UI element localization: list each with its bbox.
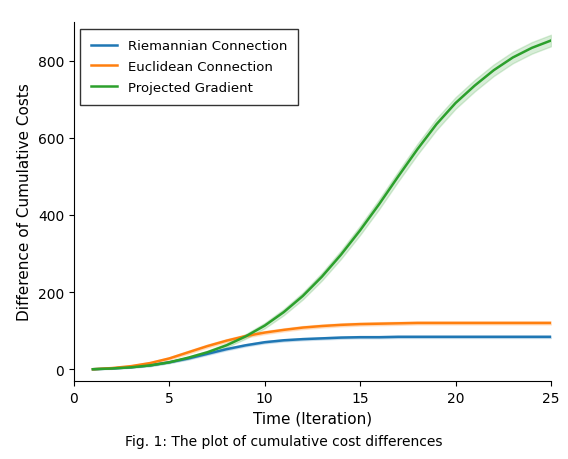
Euclidean Connection [548, 320, 554, 326]
Legend: Riemannian Connection, Euclidean Connection, Projected Gradient: Riemannian Connection, Euclidean Connect… [81, 29, 298, 105]
Euclidean Connection [433, 320, 440, 326]
Projected Gradient [299, 293, 306, 299]
Riemannian Connection [471, 334, 478, 340]
Riemannian Connection [509, 334, 516, 340]
Euclidean Connection [337, 322, 344, 328]
Projected Gradient [452, 101, 459, 106]
Riemannian Connection [128, 365, 135, 370]
Euclidean Connection [452, 320, 459, 326]
Euclidean Connection [299, 325, 306, 330]
Euclidean Connection [395, 321, 402, 326]
Euclidean Connection [90, 367, 97, 372]
Euclidean Connection [357, 322, 364, 327]
Line: Projected Gradient: Projected Gradient [93, 41, 551, 369]
Line: Riemannian Connection: Riemannian Connection [93, 337, 551, 369]
Y-axis label: Difference of Cumulative Costs: Difference of Cumulative Costs [17, 83, 32, 321]
Euclidean Connection [242, 334, 249, 339]
Projected Gradient [90, 367, 97, 372]
Euclidean Connection [185, 350, 192, 355]
Projected Gradient [166, 360, 173, 365]
Projected Gradient [433, 122, 440, 128]
Riemannian Connection [452, 334, 459, 340]
Riemannian Connection [414, 334, 421, 340]
Riemannian Connection [528, 334, 535, 340]
Riemannian Connection [337, 335, 344, 341]
Line: Euclidean Connection: Euclidean Connection [93, 323, 551, 369]
Projected Gradient [204, 350, 211, 355]
Euclidean Connection [108, 365, 115, 371]
Projected Gradient [319, 274, 325, 280]
Projected Gradient [548, 39, 554, 44]
Riemannian Connection [319, 336, 325, 341]
Euclidean Connection [376, 321, 383, 327]
Euclidean Connection [261, 330, 268, 336]
Projected Gradient [471, 84, 478, 89]
Riemannian Connection [548, 334, 554, 340]
Euclidean Connection [147, 360, 153, 366]
Text: Fig. 1: The plot of cumulative cost differences: Fig. 1: The plot of cumulative cost diff… [126, 434, 442, 448]
Euclidean Connection [204, 344, 211, 349]
Riemannian Connection [204, 351, 211, 357]
Riemannian Connection [185, 356, 192, 361]
Euclidean Connection [166, 356, 173, 361]
Euclidean Connection [319, 324, 325, 329]
Euclidean Connection [281, 327, 287, 333]
Projected Gradient [223, 343, 230, 348]
Projected Gradient [128, 365, 135, 370]
Euclidean Connection [414, 320, 421, 326]
Projected Gradient [281, 310, 287, 315]
Riemannian Connection [242, 343, 249, 348]
Riemannian Connection [433, 334, 440, 340]
Riemannian Connection [299, 336, 306, 342]
Riemannian Connection [147, 363, 153, 368]
Riemannian Connection [261, 340, 268, 345]
Euclidean Connection [509, 320, 516, 326]
Projected Gradient [490, 68, 497, 74]
Euclidean Connection [471, 320, 478, 326]
X-axis label: Time (Iteration): Time (Iteration) [253, 410, 372, 425]
Projected Gradient [147, 363, 153, 368]
Riemannian Connection [166, 360, 173, 365]
Riemannian Connection [376, 335, 383, 340]
Riemannian Connection [281, 338, 287, 343]
Projected Gradient [509, 56, 516, 61]
Euclidean Connection [128, 364, 135, 369]
Euclidean Connection [528, 320, 535, 326]
Riemannian Connection [357, 335, 364, 340]
Projected Gradient [528, 46, 535, 51]
Euclidean Connection [490, 320, 497, 326]
Riemannian Connection [223, 347, 230, 352]
Projected Gradient [395, 174, 402, 179]
Riemannian Connection [490, 334, 497, 340]
Riemannian Connection [395, 334, 402, 340]
Projected Gradient [185, 355, 192, 361]
Projected Gradient [261, 323, 268, 329]
Euclidean Connection [223, 338, 230, 344]
Projected Gradient [337, 252, 344, 258]
Projected Gradient [357, 228, 364, 234]
Projected Gradient [108, 366, 115, 371]
Riemannian Connection [90, 367, 97, 372]
Riemannian Connection [108, 366, 115, 371]
Projected Gradient [376, 202, 383, 207]
Projected Gradient [414, 147, 421, 153]
Projected Gradient [242, 334, 249, 340]
